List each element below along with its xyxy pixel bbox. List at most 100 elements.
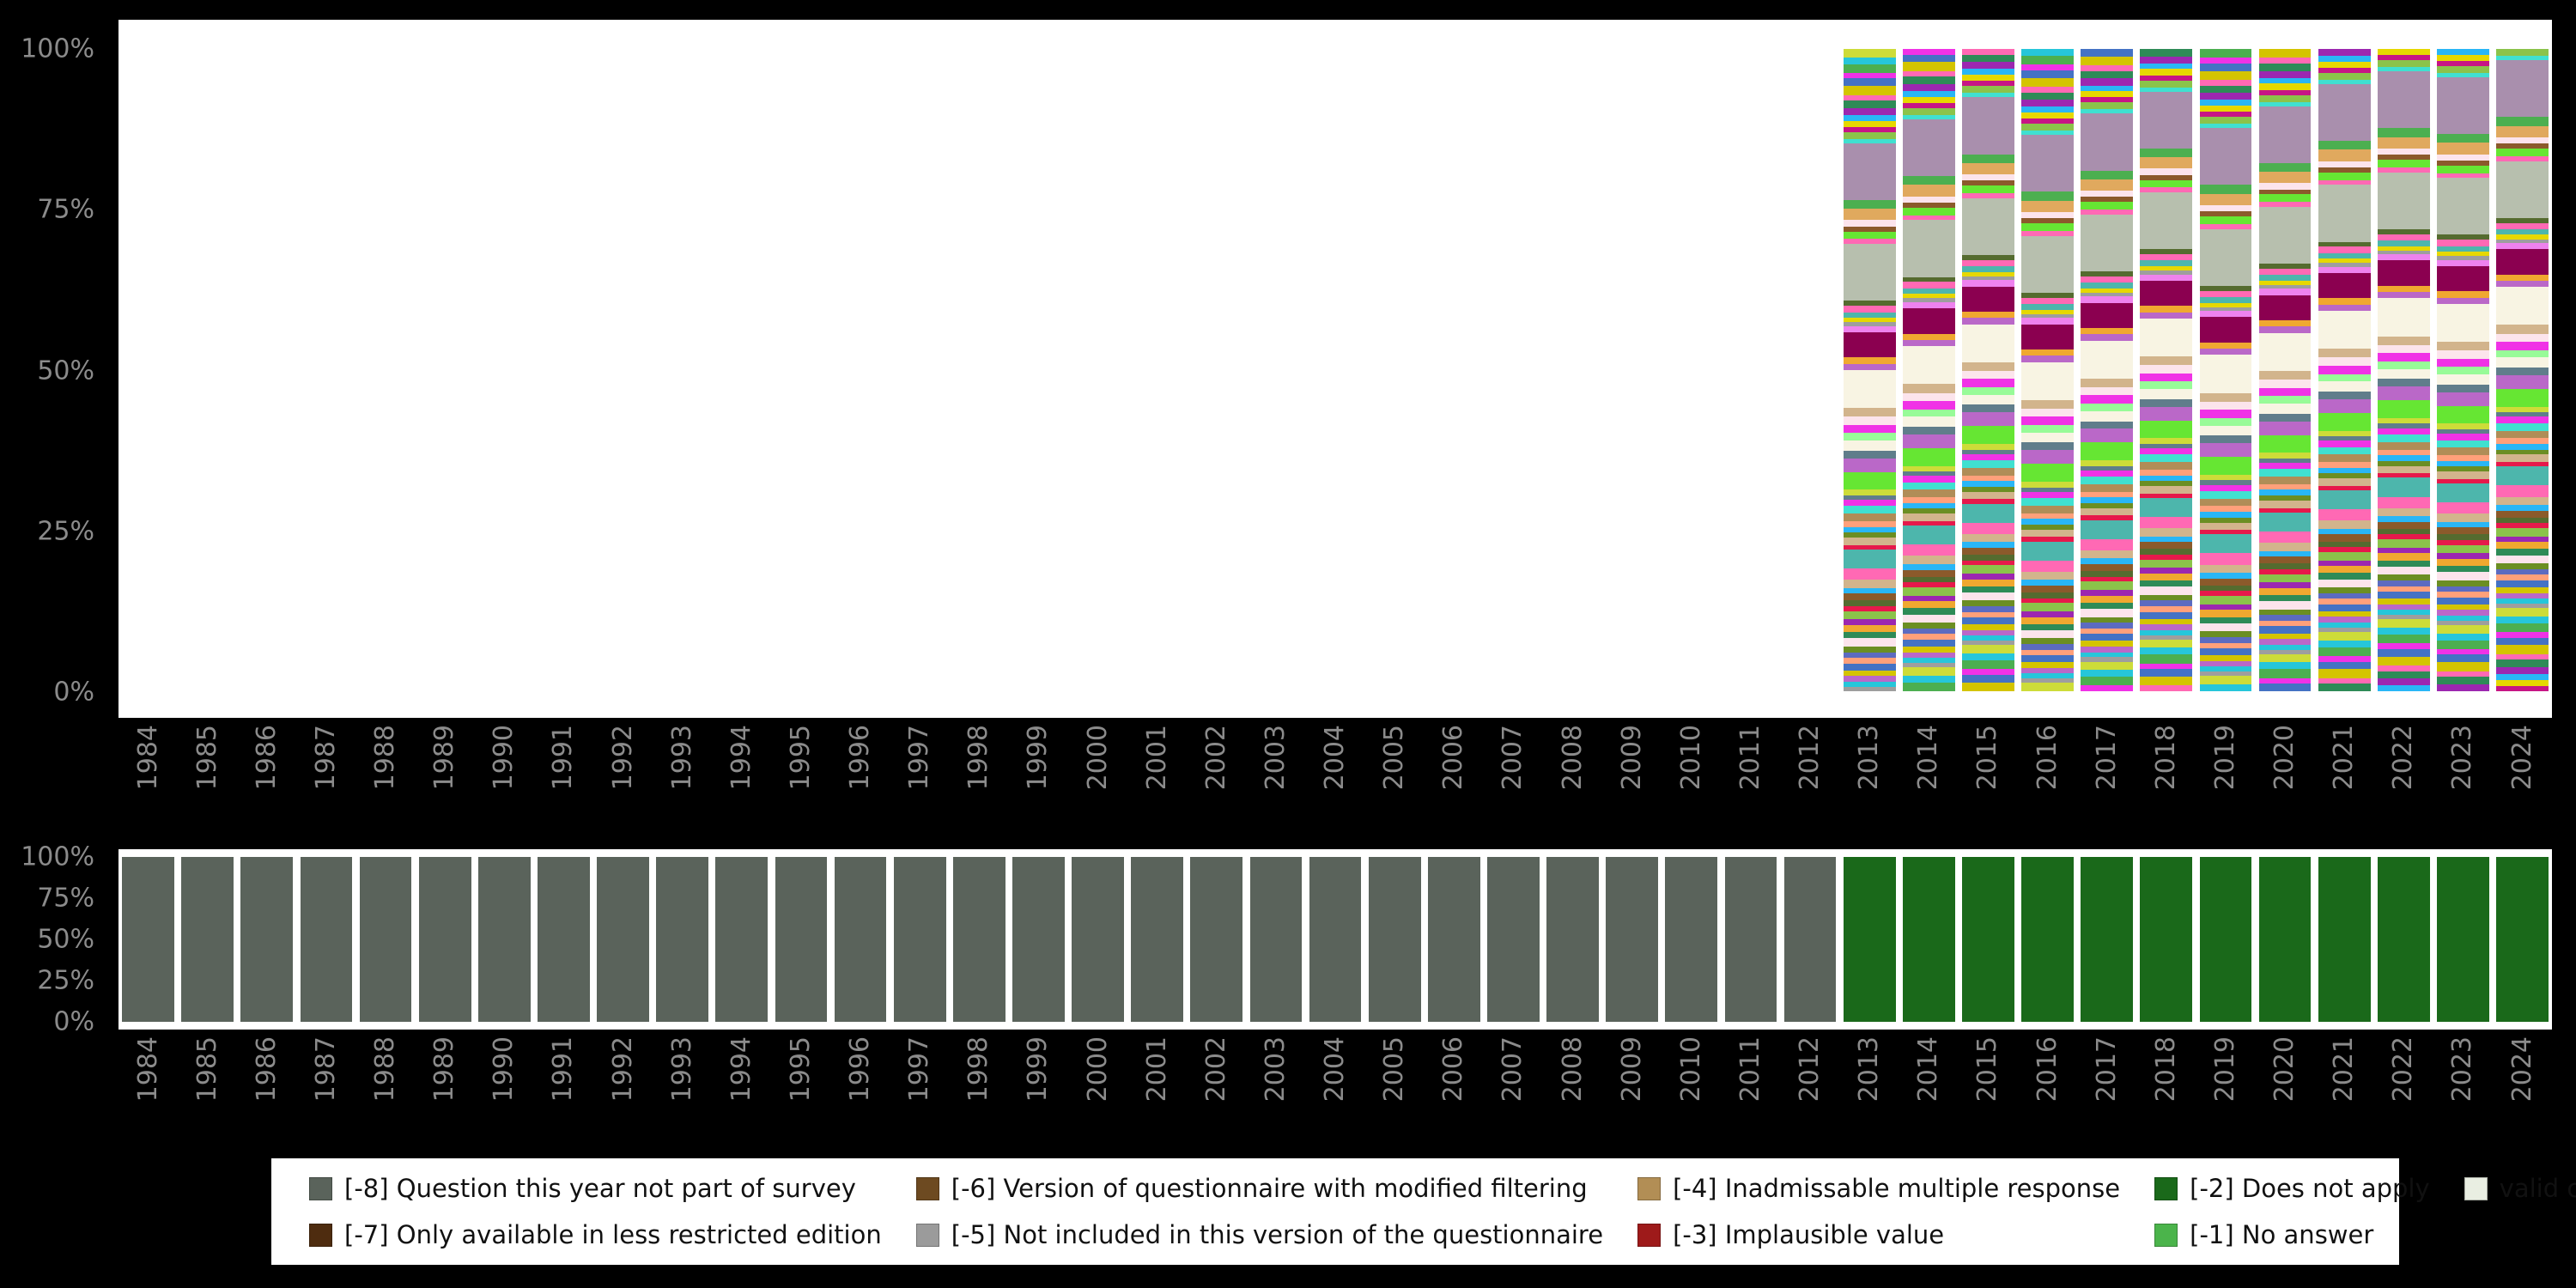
x-tick-slot: 2016	[2018, 725, 2077, 821]
bar-segment	[715, 857, 769, 1022]
bar-segment	[2437, 434, 2489, 440]
bar-segment	[2318, 349, 2371, 358]
bar-segment	[1962, 503, 2014, 523]
x-tick-slot: 2014	[1899, 725, 1959, 821]
bar-segment	[2496, 416, 2549, 423]
bar-segment	[2021, 304, 2074, 310]
year-slot	[771, 857, 830, 1022]
bar-segment	[2318, 167, 2371, 173]
summary-bar	[1783, 857, 1837, 1022]
bar-segment	[2081, 563, 2134, 571]
bar-segment	[1843, 301, 1896, 307]
bar-segment	[2318, 566, 2371, 574]
bar-segment	[2258, 70, 2312, 78]
bar-segment	[2081, 558, 2134, 564]
bar-segment	[2021, 292, 2074, 298]
bar-segment	[2199, 401, 2252, 410]
bar-segment	[2258, 58, 2312, 64]
legend-label: [-4] Inadmissable multiple response	[1673, 1174, 2121, 1203]
bar-segment	[1902, 448, 1955, 466]
bar-segment	[1902, 282, 1955, 289]
legend-item: [-6] Version of questionnaire with modif…	[915, 1167, 1603, 1210]
bar-segment	[2081, 49, 2134, 57]
summary-bar	[775, 857, 828, 1022]
bar-segment	[2140, 148, 2193, 158]
y-tick-label: 25%	[37, 516, 94, 547]
bar-segment	[2377, 449, 2430, 456]
bar-segment	[2377, 160, 2430, 167]
bar-segment	[2496, 287, 2549, 325]
bar-segment	[2199, 63, 2252, 71]
x-tick-label: 2005	[1379, 1036, 1410, 1103]
bar-segment	[2199, 285, 2252, 291]
x-tick-label: 1989	[429, 1036, 460, 1103]
bar-segment	[2021, 309, 2074, 314]
bar-segment	[2258, 421, 2312, 435]
x-tick-label: 1992	[607, 725, 638, 791]
bar-segment	[2021, 218, 2074, 224]
bar-segment	[2318, 604, 2371, 611]
bar-segment	[1902, 582, 1955, 588]
x-tick-slot: 2007	[1484, 1036, 1543, 1133]
bar-segment	[2081, 477, 2134, 484]
x-tick-slot: 2004	[1306, 1036, 1365, 1133]
x-tick-slot: 2006	[1425, 725, 1484, 821]
bar-segment	[1843, 318, 1896, 323]
bar-segment	[2318, 640, 2371, 647]
bar-segment	[2318, 541, 2371, 548]
summary-bar	[1843, 857, 1896, 1022]
bar-segment	[1843, 600, 1896, 607]
x-tick-label: 1996	[845, 725, 876, 791]
x-tick-slot: 2004	[1306, 725, 1365, 821]
bar-segment	[1843, 57, 1896, 64]
bar-segment	[2021, 655, 2074, 663]
bar-segment	[1962, 857, 2014, 1022]
stacked-bar	[2437, 49, 2489, 692]
bar-segment	[2377, 580, 2430, 586]
bar-segment	[2199, 534, 2252, 554]
bar-segment	[2021, 629, 2074, 639]
year-slot	[712, 49, 771, 692]
y-tick-label: 0%	[53, 677, 94, 708]
x-tick-label: 2012	[1795, 1036, 1826, 1103]
bar-segment	[2021, 603, 2074, 611]
bar-segment	[2140, 266, 2193, 271]
bar-segment	[2258, 500, 2312, 508]
bar-segment	[2318, 467, 2371, 474]
bar-segment	[1843, 200, 1896, 210]
bar-segment	[2258, 434, 2312, 453]
bar-segment	[2081, 288, 2134, 293]
bar-segment	[1843, 458, 1896, 472]
bar-segment	[2199, 290, 2252, 297]
bar-segment	[2081, 395, 2134, 404]
bar-segment	[2021, 64, 2074, 70]
bar-segment	[1902, 202, 1955, 208]
bar-segment	[1962, 93, 2014, 98]
bar-segment	[2318, 392, 2371, 399]
year-slot	[1959, 49, 2018, 692]
bar-segment	[1902, 384, 1955, 393]
summary-bar	[1546, 857, 1599, 1022]
x-tick-slot: 2001	[1127, 1036, 1187, 1133]
bar-segment	[1962, 49, 2014, 55]
bar-segment	[2258, 609, 2312, 616]
bar-segment	[2377, 539, 2430, 548]
bar-segment	[2140, 438, 2193, 444]
x-tick-slot: 2022	[2374, 1036, 2433, 1133]
x-tick-label: 2007	[1498, 1036, 1528, 1103]
bar-segment	[2437, 586, 2489, 592]
x-tick-label: 2008	[1557, 725, 1588, 791]
bar-segment	[2140, 624, 2193, 630]
bar-segment	[1902, 176, 1955, 185]
legend-label: valid cases	[2499, 1174, 2576, 1203]
year-slot	[2136, 857, 2196, 1022]
bar-segment	[1962, 565, 2014, 574]
bar-segment	[1843, 663, 1896, 671]
legend-swatch	[1637, 1176, 1662, 1200]
bar-segment	[2140, 857, 2193, 1022]
bar-segment	[1902, 857, 1955, 1022]
bar-segment	[2199, 857, 2252, 1022]
bar-segment	[2140, 685, 2193, 691]
bar-segment	[2258, 556, 2312, 564]
bar-segment	[2021, 49, 2074, 57]
